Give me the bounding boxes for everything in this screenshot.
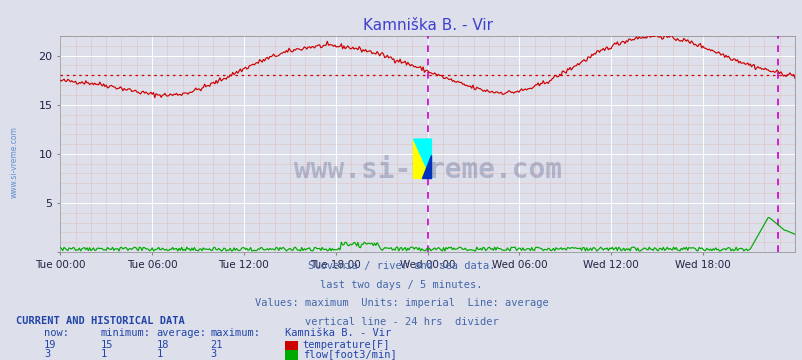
Text: 1: 1 [100, 349, 107, 359]
Text: average:: average: [156, 328, 206, 338]
Text: 21: 21 [210, 340, 223, 350]
Polygon shape [413, 139, 431, 178]
Text: minimum:: minimum: [100, 328, 150, 338]
Text: flow[foot3/min]: flow[foot3/min] [302, 349, 396, 359]
Text: maximum:: maximum: [210, 328, 260, 338]
Text: now:: now: [44, 328, 69, 338]
Text: www.si-vreme.com: www.si-vreme.com [10, 126, 18, 198]
Text: 3: 3 [210, 349, 217, 359]
Text: 18: 18 [156, 340, 169, 350]
Text: Kamniška B. - Vir: Kamniška B. - Vir [285, 328, 391, 338]
Text: 1: 1 [156, 349, 163, 359]
Text: Values: maximum  Units: imperial  Line: average: Values: maximum Units: imperial Line: av… [254, 298, 548, 309]
Text: Slovenia / river and sea data.: Slovenia / river and sea data. [307, 261, 495, 271]
Polygon shape [413, 139, 431, 178]
Polygon shape [422, 155, 431, 178]
Text: 19: 19 [44, 340, 57, 350]
Text: 15: 15 [100, 340, 113, 350]
Text: CURRENT AND HISTORICAL DATA: CURRENT AND HISTORICAL DATA [16, 316, 184, 326]
Title: Kamniška B. - Vir: Kamniška B. - Vir [363, 18, 492, 33]
Text: 3: 3 [44, 349, 51, 359]
Text: vertical line - 24 hrs  divider: vertical line - 24 hrs divider [304, 317, 498, 327]
Text: www.si-vreme.com: www.si-vreme.com [294, 156, 561, 184]
Text: last two days / 5 minutes.: last two days / 5 minutes. [320, 280, 482, 290]
Text: temperature[F]: temperature[F] [302, 340, 390, 350]
